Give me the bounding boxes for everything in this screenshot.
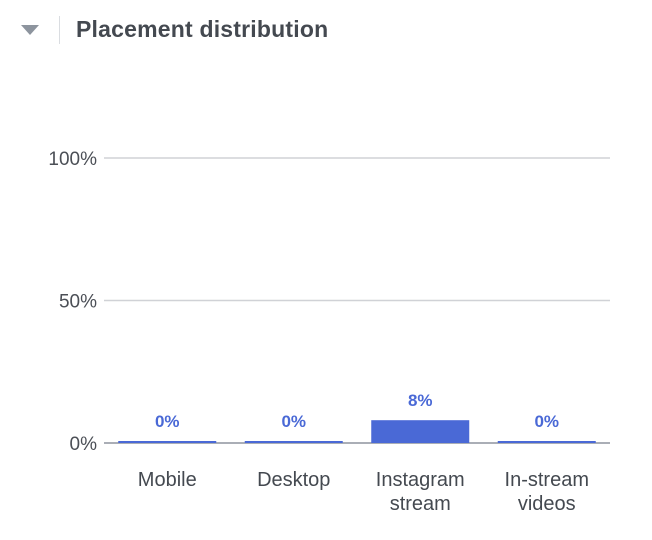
bar: [244, 441, 343, 443]
x-tick-label-line: Instagram: [376, 469, 465, 491]
y-tick-label: 50%: [59, 292, 97, 313]
bar-value-label: 0%: [281, 412, 306, 431]
x-tick-label-line: videos: [518, 493, 576, 515]
x-tick-label-line: stream: [390, 493, 451, 515]
bar: [497, 441, 596, 443]
collapse-toggle-button[interactable]: [18, 20, 42, 40]
x-tick-label: Mobile: [138, 469, 197, 491]
bar-value-label: 0%: [155, 412, 180, 431]
caret-down-icon: [21, 25, 39, 35]
x-tick-label: In-stream videos: [505, 469, 589, 515]
section-header: Placement distribution: [0, 0, 652, 60]
bar: [371, 420, 470, 443]
x-tick-label: Instagram stream: [376, 469, 465, 515]
y-tick-label: 100%: [48, 149, 97, 170]
x-tick-label-line: In-stream: [505, 469, 589, 491]
y-tick-label: 0%: [70, 434, 98, 455]
x-tick-label-line: Desktop: [257, 469, 330, 491]
bar-value-label: 8%: [408, 391, 433, 410]
x-tick-label-line: Mobile: [138, 469, 197, 491]
section-title: Placement distribution: [76, 16, 329, 42]
header-divider: [59, 16, 60, 44]
bar-value-label: 0%: [534, 412, 559, 431]
bar: [118, 441, 217, 443]
x-tick-label: Desktop: [257, 469, 330, 491]
